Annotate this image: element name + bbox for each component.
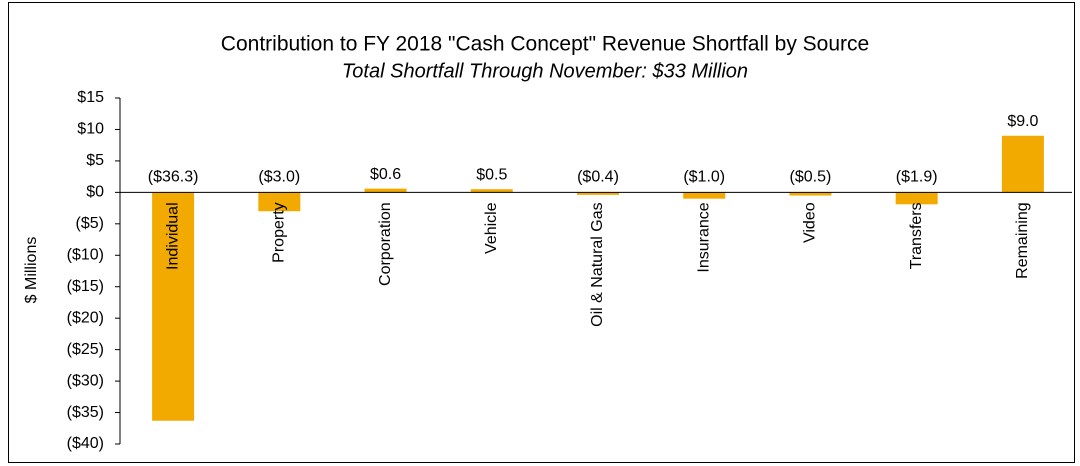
x-tick-label: Insurance xyxy=(695,202,712,272)
y-tick-label: $15 xyxy=(77,89,104,106)
bar xyxy=(364,188,407,193)
x-tick-label: Transfers xyxy=(908,202,925,269)
bar xyxy=(470,189,513,193)
y-tick-label: ($30) xyxy=(67,372,104,389)
y-tick-label: ($10) xyxy=(67,246,104,263)
value-label: ($3.0) xyxy=(258,169,300,186)
x-tick-label: Property xyxy=(271,202,288,262)
chart-subtitle: Total Shortfall Through November: $33 Mi… xyxy=(342,60,748,82)
value-label: ($0.4) xyxy=(577,169,619,186)
value-label: ($0.5) xyxy=(790,169,832,186)
bar xyxy=(1001,135,1044,193)
value-label: ($1.0) xyxy=(683,169,725,186)
y-tick-label: ($25) xyxy=(67,341,104,358)
x-tick-label: Oil & Natural Gas xyxy=(589,202,606,326)
value-label: $0.5 xyxy=(476,166,507,183)
y-tick-label: ($40) xyxy=(67,435,104,452)
bar xyxy=(577,192,619,195)
chart-title: Contribution to FY 2018 "Cash Concept" R… xyxy=(221,33,869,56)
bar xyxy=(258,192,301,212)
x-tick-label: Vehicle xyxy=(483,202,500,254)
y-tick-label: $5 xyxy=(86,152,104,169)
bar xyxy=(789,192,832,196)
x-tick-label: Remaining xyxy=(1014,202,1031,278)
value-label: $9.0 xyxy=(1007,113,1038,130)
value-label: $0.6 xyxy=(370,166,401,183)
value-label: ($1.9) xyxy=(896,169,938,186)
y-tick-label: ($15) xyxy=(67,278,104,295)
bar xyxy=(683,192,726,199)
y-tick-label: ($20) xyxy=(67,309,104,326)
bar xyxy=(895,192,938,205)
y-tick-label: ($5) xyxy=(76,215,104,232)
y-axis-title: $ Millions xyxy=(23,237,40,304)
y-tick-label: $10 xyxy=(77,121,104,138)
value-label: ($36.3) xyxy=(148,169,199,186)
x-tick-label: Individual xyxy=(164,202,181,270)
y-tick-label: ($35) xyxy=(67,404,104,421)
x-tick-label: Corporation xyxy=(377,202,394,286)
bar xyxy=(152,192,195,421)
x-tick-label: Video xyxy=(802,202,819,243)
y-tick-label: $0 xyxy=(86,184,104,201)
